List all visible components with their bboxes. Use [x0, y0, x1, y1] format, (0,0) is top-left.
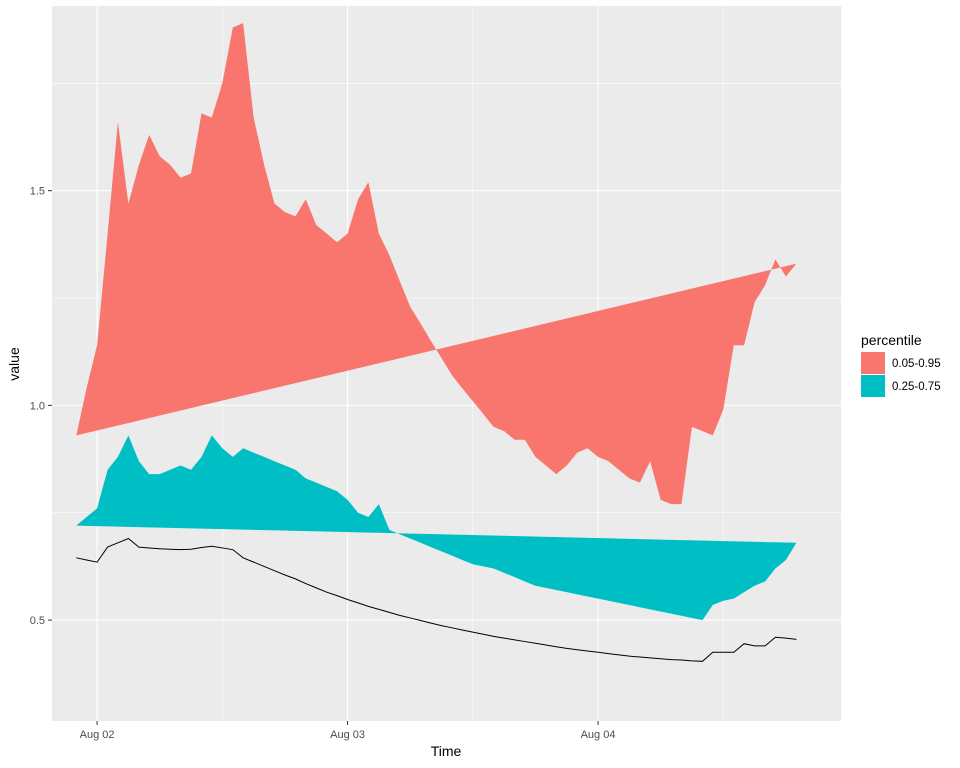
y-tick-label: 0.5	[30, 615, 45, 627]
percentile-bands	[76, 23, 797, 621]
legend-key-1	[861, 375, 885, 397]
legend-title: percentile	[861, 332, 922, 348]
y-axis-title: value	[6, 347, 22, 381]
x-tick-label: Aug 04	[581, 729, 616, 741]
legend-key-0	[861, 352, 885, 374]
median-line	[76, 537, 797, 662]
x-tick-label: Aug 02	[80, 729, 115, 741]
x-axis-ticks: Aug 02 Aug 03 Aug 04	[80, 721, 616, 741]
y-axis-ticks: 0.5 1.0 1.5	[30, 186, 52, 627]
y-tick-label: 1.0	[30, 400, 45, 412]
y-tick-label: 1.5	[30, 186, 45, 198]
legend: percentile 0.05-0.95 0.25-0.75	[861, 332, 941, 397]
median-line-layer	[76, 537, 797, 662]
band-0	[76, 23, 797, 505]
legend-label-1: 0.25-0.75	[892, 381, 941, 393]
legend-label-0: 0.05-0.95	[892, 358, 941, 370]
band-1	[76, 435, 797, 621]
x-axis-title: Time	[431, 743, 462, 759]
x-tick-label: Aug 03	[330, 729, 365, 741]
